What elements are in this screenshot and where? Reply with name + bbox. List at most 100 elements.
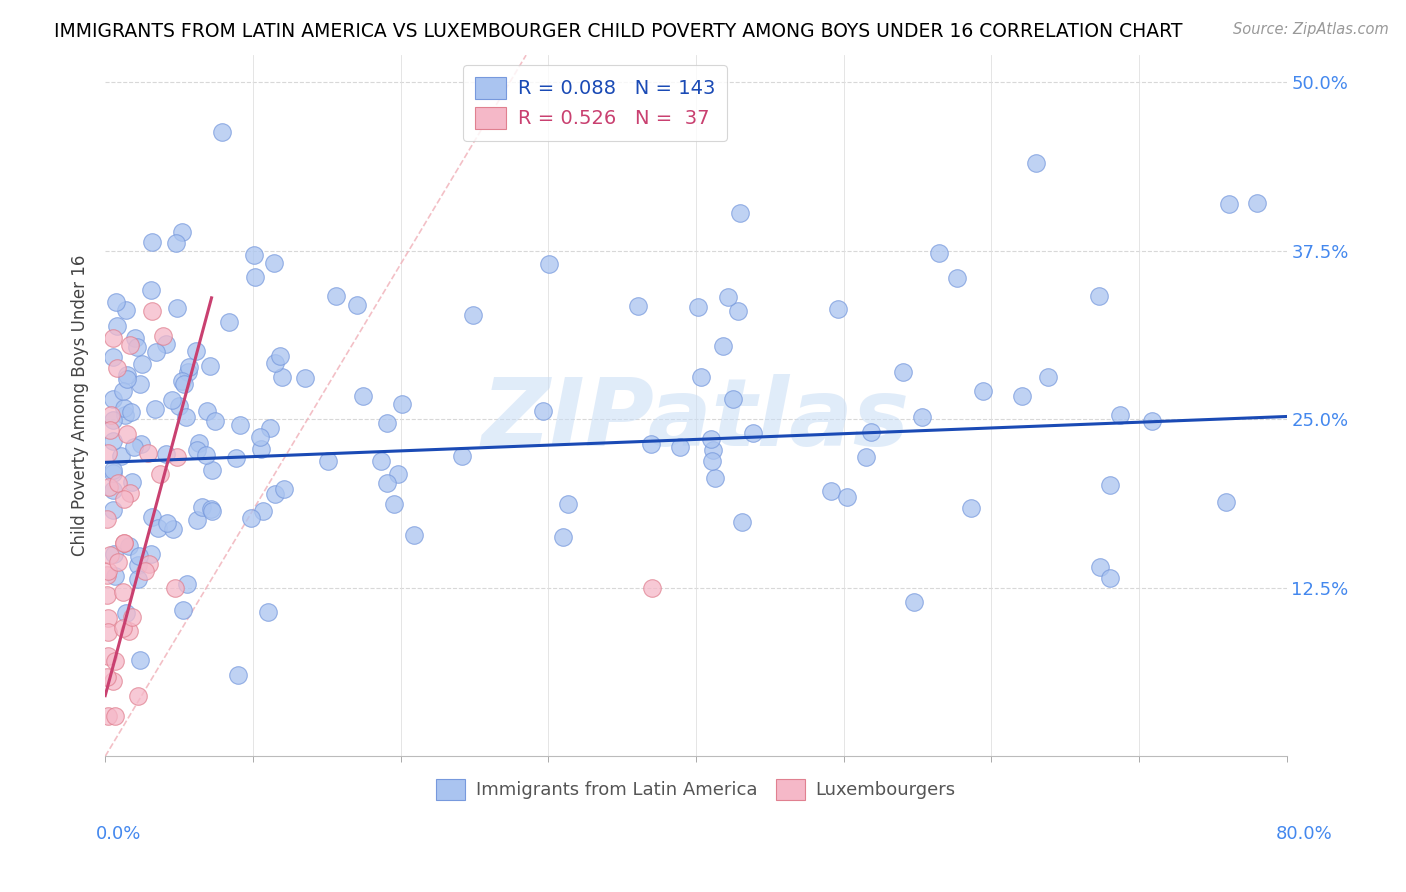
Point [700, 454, 723, 468]
Point [172, 225, 194, 239]
Point [242, 248, 264, 262]
Point [837, 490, 859, 504]
Point [125, 340, 148, 354]
Point [239, 511, 262, 525]
Point [145, 345, 167, 359]
Point [184, 344, 207, 359]
Point [257, 605, 280, 619]
Point [972, 384, 994, 398]
Point [111, 585, 134, 599]
Point [96, 568, 118, 582]
Point [903, 595, 925, 609]
Point [1098, 571, 1121, 585]
Point [156, 516, 179, 530]
Point [97, 649, 120, 664]
Text: 80.0%: 80.0% [1277, 825, 1333, 843]
Point [249, 430, 271, 444]
Point [117, 368, 139, 382]
Point [820, 484, 842, 499]
Point [891, 365, 914, 379]
Point [98, 423, 121, 437]
Point [711, 338, 734, 352]
Point [1140, 414, 1163, 428]
Point [325, 289, 347, 303]
Point [721, 392, 744, 407]
Point [194, 448, 217, 462]
Point [186, 513, 208, 527]
Point [141, 283, 163, 297]
Point [382, 497, 405, 511]
Point [114, 536, 136, 550]
Point [1215, 495, 1237, 509]
Point [166, 450, 188, 464]
Point [1246, 196, 1268, 211]
Point [200, 502, 222, 516]
Point [173, 376, 195, 391]
Point [218, 316, 240, 330]
Point [177, 366, 200, 380]
Point [166, 301, 188, 315]
Point [640, 581, 662, 595]
Point [226, 668, 249, 682]
Point [120, 338, 142, 352]
Point [112, 536, 135, 550]
Point [730, 206, 752, 220]
Point [198, 359, 221, 374]
Point [127, 689, 149, 703]
Point [101, 350, 124, 364]
Point [316, 454, 339, 468]
Point [1025, 156, 1047, 170]
Point [1088, 288, 1111, 302]
Point [124, 331, 146, 345]
Point [101, 466, 124, 480]
Point [162, 522, 184, 536]
Point [105, 294, 128, 309]
Point [204, 414, 226, 428]
Point [149, 467, 172, 481]
Point [188, 436, 211, 450]
Point [252, 504, 274, 518]
Point [141, 510, 163, 524]
Point [155, 337, 177, 351]
Point [121, 610, 143, 624]
Point [114, 607, 136, 621]
Point [228, 417, 250, 432]
Point [387, 467, 409, 481]
Point [136, 446, 159, 460]
Point [101, 413, 124, 427]
Point [1036, 369, 1059, 384]
Point [1011, 389, 1033, 403]
Text: IMMIGRANTS FROM LATIN AMERICA VS LUXEMBOURGER CHILD POVERTY AMONG BOYS UNDER 16 : IMMIGRANTS FROM LATIN AMERICA VS LUXEMBO… [55, 22, 1182, 41]
Point [201, 463, 224, 477]
Point [640, 437, 662, 451]
Point [100, 408, 122, 422]
Point [531, 403, 554, 417]
Point [271, 369, 294, 384]
Point [104, 654, 127, 668]
Point [104, 569, 127, 583]
Point [1099, 478, 1122, 492]
Point [463, 308, 485, 322]
Point [860, 425, 883, 439]
Point [273, 483, 295, 497]
Point [264, 356, 287, 370]
Y-axis label: Child Poverty Among Boys Under 16: Child Poverty Among Boys Under 16 [72, 255, 89, 557]
Point [910, 409, 932, 424]
Point [557, 497, 579, 511]
Point [152, 328, 174, 343]
Point [177, 359, 200, 374]
Point [727, 303, 749, 318]
Point [128, 549, 150, 563]
Point [451, 449, 474, 463]
Point [269, 349, 291, 363]
Point [211, 125, 233, 139]
Point [1088, 559, 1111, 574]
Text: 0.0%: 0.0% [96, 825, 141, 843]
Point [131, 357, 153, 371]
Point [165, 235, 187, 250]
Point [186, 443, 208, 458]
Point [197, 404, 219, 418]
Point [375, 475, 398, 490]
Point [263, 487, 285, 501]
Point [700, 432, 723, 446]
